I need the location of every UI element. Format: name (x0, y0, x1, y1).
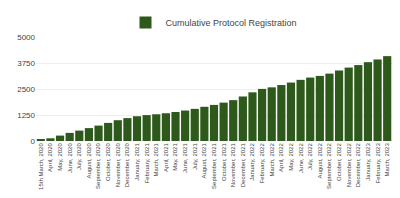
svg-text:2500: 2500 (17, 85, 35, 94)
svg-text:April, 2021: April, 2021 (163, 143, 169, 172)
svg-text:December, 2020: December, 2020 (124, 143, 130, 188)
svg-text:May, 2020: May, 2020 (57, 143, 63, 171)
svg-text:September, 2020: September, 2020 (95, 143, 101, 189)
svg-text:September, 2022: September, 2022 (326, 143, 332, 189)
svg-text:March, 2021: March, 2021 (153, 143, 159, 177)
svg-text:October, 2022: October, 2022 (336, 143, 342, 181)
svg-text:January, 2023: January, 2023 (365, 143, 371, 181)
svg-text:Cumulative Protocol Registrati: Cumulative Protocol Registration (166, 18, 297, 28)
svg-text:October, 2021: October, 2021 (221, 143, 227, 181)
svg-text:July, 2022: July, 2022 (307, 143, 313, 171)
svg-text:1250: 1250 (17, 111, 35, 120)
svg-text:April, 2022: April, 2022 (278, 143, 284, 172)
svg-text:October, 2020: October, 2020 (105, 143, 111, 181)
svg-text:July, 2020: July, 2020 (76, 143, 82, 171)
svg-text:January, 2021: January, 2021 (134, 143, 140, 181)
svg-text:February, 2023: February, 2023 (375, 143, 381, 184)
svg-text:June, 2020: June, 2020 (67, 143, 73, 173)
svg-text:September, 2021: September, 2021 (211, 143, 217, 189)
svg-text:August, 2022: August, 2022 (317, 143, 323, 179)
svg-text:5000: 5000 (17, 33, 35, 42)
svg-text:3750: 3750 (17, 59, 35, 68)
svg-text:February, 2021: February, 2021 (144, 143, 150, 184)
svg-text:April, 2020: April, 2020 (47, 143, 53, 172)
svg-text:January, 2022: January, 2022 (249, 143, 255, 181)
svg-text:November, 2020: November, 2020 (115, 143, 121, 188)
svg-text:May, 2021: May, 2021 (172, 143, 178, 171)
svg-text:March, 2023: March, 2023 (384, 143, 390, 177)
svg-text:August, 2021: August, 2021 (201, 143, 207, 179)
svg-text:December, 2021: December, 2021 (240, 143, 246, 188)
svg-text:0: 0 (31, 137, 36, 146)
svg-text:November, 2022: November, 2022 (346, 143, 352, 188)
svg-text:June, 2022: June, 2022 (298, 143, 304, 173)
svg-text:March, 2022: March, 2022 (269, 143, 275, 177)
svg-text:December, 2022: December, 2022 (355, 143, 361, 188)
svg-text:May, 2022: May, 2022 (288, 143, 294, 171)
svg-text:15th March, 2020: 15th March, 2020 (38, 143, 44, 190)
svg-text:June, 2021: June, 2021 (182, 143, 188, 173)
svg-text:February, 2022: February, 2022 (259, 143, 265, 184)
svg-text:November, 2021: November, 2021 (230, 143, 236, 188)
svg-text:July, 2021: July, 2021 (192, 143, 198, 171)
svg-text:August, 2020: August, 2020 (86, 143, 92, 179)
